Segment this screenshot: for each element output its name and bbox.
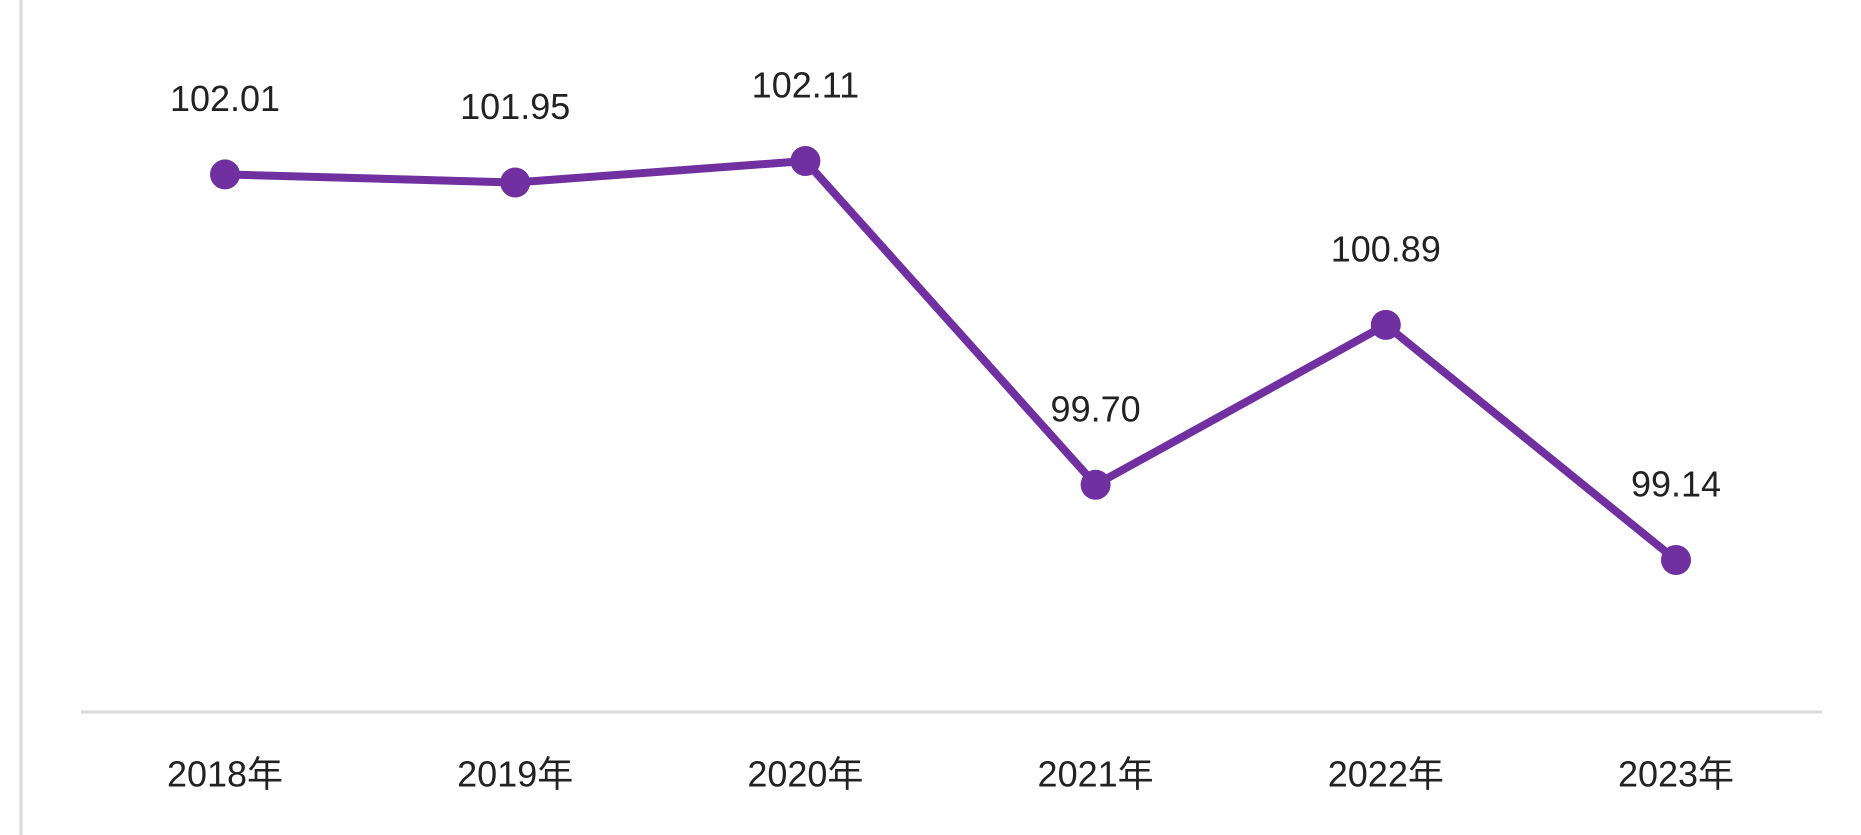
x-tick-label: 2022年 [1328, 754, 1444, 795]
x-tick-label: 2018年 [167, 754, 283, 795]
x-tick-label: 2019年 [457, 754, 573, 795]
x-tick-label: 2023年 [1618, 754, 1734, 795]
data-point [1370, 309, 1401, 340]
x-tick-label: 2020年 [747, 754, 863, 795]
data-line [224, 157, 1679, 564]
data-point [500, 167, 531, 198]
data-point [1080, 469, 1111, 500]
data-label: 101.95 [460, 86, 570, 127]
data-label: 102.01 [170, 78, 280, 119]
data-point [210, 159, 240, 190]
data-label: 102.11 [752, 65, 859, 106]
data-point [1661, 545, 1691, 575]
data-label: 99.70 [1051, 388, 1141, 429]
data-point [790, 146, 821, 176]
x-tick-label: 2021年 [1038, 754, 1154, 795]
data-label: 99.14 [1631, 464, 1721, 505]
data-label: 100.89 [1331, 228, 1441, 269]
